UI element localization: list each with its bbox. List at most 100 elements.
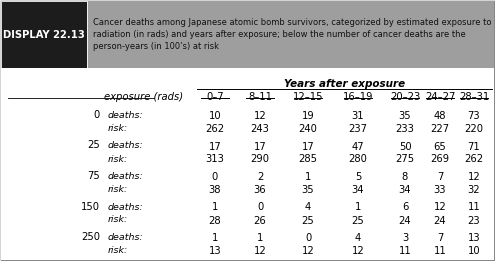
Text: 28–31: 28–31 [459,92,489,102]
Text: deaths:: deaths: [108,203,144,211]
Text: 227: 227 [431,124,449,134]
Text: 10: 10 [468,246,480,256]
Text: 20–23: 20–23 [390,92,420,102]
Text: 250: 250 [81,232,100,242]
Text: 10: 10 [209,111,221,121]
Bar [1,1,87,68]
Text: 23: 23 [468,216,480,226]
Text: 65: 65 [434,141,446,151]
Text: 12: 12 [301,246,314,256]
Text: 275: 275 [396,155,415,164]
Text: risk:: risk: [108,246,128,255]
Text: 262: 262 [205,124,225,134]
Text: 34: 34 [352,185,364,195]
Text: 7: 7 [437,172,443,182]
Text: 269: 269 [431,155,449,164]
Text: 2: 2 [257,172,263,182]
Text: 12: 12 [434,203,446,212]
Text: 38: 38 [209,185,221,195]
Text: 237: 237 [348,124,367,134]
Text: risk:: risk: [108,124,128,133]
Text: 32: 32 [468,185,480,195]
Text: 0: 0 [257,203,263,212]
Text: 150: 150 [81,201,100,211]
Text: 25: 25 [351,216,364,226]
Text: 13: 13 [209,246,221,256]
Text: 11: 11 [434,246,446,256]
Text: 71: 71 [468,141,480,151]
Text: 285: 285 [298,155,317,164]
Text: 12–15: 12–15 [293,92,323,102]
Text: 6: 6 [402,203,408,212]
Text: 24: 24 [434,216,446,226]
Text: 313: 313 [205,155,224,164]
Text: 1: 1 [355,203,361,212]
Text: 19: 19 [301,111,314,121]
Text: 220: 220 [464,124,484,134]
Text: 1: 1 [212,203,218,212]
Text: 1: 1 [305,172,311,182]
Text: 8: 8 [402,172,408,182]
Text: 24: 24 [398,216,411,226]
Text: 0: 0 [94,110,100,120]
Text: risk:: risk: [108,155,128,163]
Text: 33: 33 [434,185,446,195]
Text: 0–7: 0–7 [206,92,224,102]
Text: 17: 17 [253,141,266,151]
Text: 12: 12 [253,111,266,121]
Text: 290: 290 [250,155,269,164]
Text: exposure (rads): exposure (rads) [104,92,183,102]
Text: 73: 73 [468,111,480,121]
Text: 243: 243 [250,124,269,134]
Text: risk:: risk: [108,216,128,224]
Text: 8–11: 8–11 [248,92,272,102]
Text: 0: 0 [212,172,218,182]
Bar [1,1,494,68]
Text: 48: 48 [434,111,446,121]
Text: Years after exposure: Years after exposure [284,79,405,89]
Text: 5: 5 [355,172,361,182]
Text: 17: 17 [301,141,314,151]
Text: 3: 3 [402,233,408,243]
Text: 25: 25 [87,140,100,151]
Text: 11: 11 [398,246,411,256]
Text: 24–27: 24–27 [425,92,455,102]
Text: 280: 280 [348,155,367,164]
Text: deaths:: deaths: [108,111,144,120]
Text: 31: 31 [351,111,364,121]
Text: 35: 35 [398,111,411,121]
Text: 12: 12 [351,246,364,256]
Text: 0: 0 [305,233,311,243]
Text: 26: 26 [253,216,266,226]
Text: 17: 17 [208,141,221,151]
Text: 36: 36 [253,185,266,195]
Text: deaths:: deaths: [108,233,144,242]
Text: 34: 34 [399,185,411,195]
Text: 16–19: 16–19 [343,92,373,102]
Text: 13: 13 [468,233,480,243]
Text: deaths:: deaths: [108,172,144,181]
Text: DISPLAY 22.13: DISPLAY 22.13 [3,29,85,39]
Text: 28: 28 [209,216,221,226]
Text: 47: 47 [351,141,364,151]
Text: 35: 35 [301,185,314,195]
Text: Cancer deaths among Japanese atomic bomb survivors, categorized by estimated exp: Cancer deaths among Japanese atomic bomb… [93,18,492,51]
Text: 233: 233 [396,124,414,134]
Text: 4: 4 [305,203,311,212]
Text: 1: 1 [212,233,218,243]
Text: 50: 50 [398,141,411,151]
Text: 75: 75 [87,171,100,181]
Text: 1: 1 [257,233,263,243]
Text: 12: 12 [468,172,480,182]
Text: 11: 11 [468,203,480,212]
Text: deaths:: deaths: [108,141,144,151]
Text: 25: 25 [301,216,314,226]
Text: 262: 262 [464,155,484,164]
Bar [1,68,494,260]
Text: risk:: risk: [108,185,128,194]
Bar [1,1,87,68]
Text: 12: 12 [253,246,266,256]
Text: 7: 7 [437,233,443,243]
Text: 240: 240 [298,124,317,134]
Text: 4: 4 [355,233,361,243]
